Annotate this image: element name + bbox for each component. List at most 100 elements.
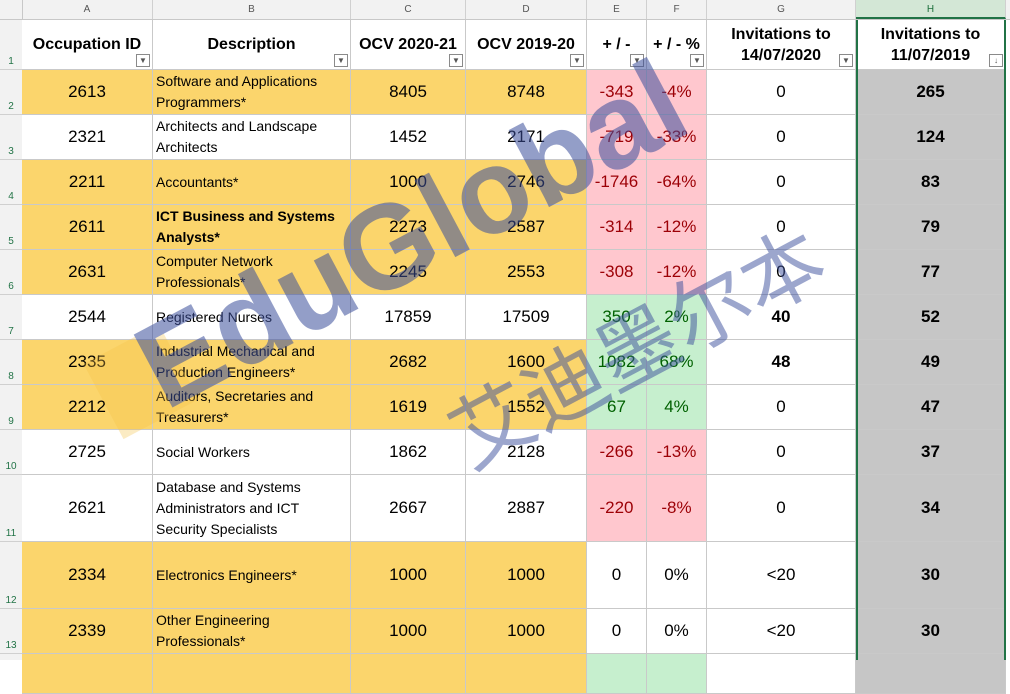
cell-pct[interactable]: -33% <box>647 115 707 160</box>
column-header-a[interactable]: A <box>22 0 153 19</box>
cell-empty[interactable] <box>707 654 856 694</box>
cell-inv2020[interactable]: 0 <box>707 430 856 475</box>
header-diff-pct[interactable]: + / - % ▼ <box>647 20 707 70</box>
cell-inv2019[interactable]: 265 <box>856 70 1006 115</box>
cell-pct[interactable]: -12% <box>647 250 707 295</box>
cell-empty[interactable] <box>351 654 466 694</box>
cell-ocv2020[interactable]: 1000 <box>351 160 466 205</box>
row-number[interactable]: 9 <box>0 385 22 430</box>
cell-empty[interactable] <box>466 654 587 694</box>
cell-desc[interactable]: Social Workers <box>153 430 351 475</box>
cell-ocv2019[interactable]: 1600 <box>466 340 587 385</box>
row-number[interactable]: 4 <box>0 160 22 205</box>
cell-inv2020[interactable]: <20 <box>707 542 856 609</box>
cell-pct[interactable]: -8% <box>647 475 707 542</box>
cell-pct[interactable]: 0% <box>647 609 707 654</box>
cell-inv2019[interactable]: 79 <box>856 205 1006 250</box>
filter-dropdown-icon[interactable]: ▼ <box>570 54 584 67</box>
cell-diff[interactable]: 1082 <box>587 340 647 385</box>
cell-ocv2020[interactable]: 2682 <box>351 340 466 385</box>
row-number[interactable]: 7 <box>0 295 22 340</box>
select-all-corner[interactable] <box>0 0 23 19</box>
filter-dropdown-icon[interactable]: ▼ <box>630 54 644 67</box>
cell-id[interactable]: 2611 <box>22 205 153 250</box>
column-header-c[interactable]: C <box>351 0 466 19</box>
row-number[interactable]: 8 <box>0 340 22 385</box>
cell-id[interactable]: 2321 <box>22 115 153 160</box>
cell-diff[interactable]: 0 <box>587 609 647 654</box>
column-header-g[interactable]: G <box>707 0 856 19</box>
row-number[interactable]: 12 <box>0 542 22 609</box>
column-header-e[interactable]: E <box>587 0 647 19</box>
header-occupation-id[interactable]: Occupation ID ▼ <box>22 20 153 70</box>
cell-inv2019[interactable]: 124 <box>856 115 1006 160</box>
cell-pct[interactable]: 68% <box>647 340 707 385</box>
cell-empty[interactable] <box>153 654 351 694</box>
cell-empty[interactable] <box>856 654 1006 694</box>
cell-pct[interactable]: 0% <box>647 542 707 609</box>
cell-ocv2019[interactable]: 1000 <box>466 609 587 654</box>
sort-descending-icon[interactable]: ↓ <box>989 54 1003 67</box>
cell-id[interactable]: 2335 <box>22 340 153 385</box>
cell-desc[interactable]: Software and Applications Programmers* <box>153 70 351 115</box>
cell-ocv2020[interactable]: 1452 <box>351 115 466 160</box>
cell-id[interactable]: 2212 <box>22 385 153 430</box>
header-description[interactable]: Description ▼ <box>153 20 351 70</box>
cell-ocv2020[interactable]: 8405 <box>351 70 466 115</box>
row-number[interactable]: 2 <box>0 70 22 115</box>
cell-id[interactable]: 2211 <box>22 160 153 205</box>
row-number[interactable]: 1 <box>0 20 22 70</box>
row-number[interactable]: 13 <box>0 609 22 654</box>
cell-inv2020[interactable]: 0 <box>707 250 856 295</box>
cell-ocv2020[interactable]: 17859 <box>351 295 466 340</box>
cell-diff[interactable]: -314 <box>587 205 647 250</box>
cell-id[interactable]: 2544 <box>22 295 153 340</box>
cell-diff[interactable]: -1746 <box>587 160 647 205</box>
cell-desc[interactable]: Architects and Landscape Architects <box>153 115 351 160</box>
cell-inv2019[interactable]: 30 <box>856 609 1006 654</box>
cell-empty[interactable] <box>587 654 647 694</box>
cell-inv2019[interactable]: 34 <box>856 475 1006 542</box>
cell-desc[interactable]: Other Engineering Professionals* <box>153 609 351 654</box>
cell-ocv2020[interactable]: 1619 <box>351 385 466 430</box>
cell-id[interactable]: 2725 <box>22 430 153 475</box>
column-header-f[interactable]: F <box>647 0 707 19</box>
cell-id[interactable]: 2621 <box>22 475 153 542</box>
cell-ocv2019[interactable]: 1000 <box>466 542 587 609</box>
cell-inv2020[interactable]: <20 <box>707 609 856 654</box>
cell-diff[interactable]: -719 <box>587 115 647 160</box>
cell-inv2019[interactable]: 49 <box>856 340 1006 385</box>
header-invitations-2019[interactable]: Invitations to 11/07/2019 ↓ <box>856 20 1006 70</box>
cell-diff[interactable]: -343 <box>587 70 647 115</box>
cell-desc[interactable]: Auditors, Secretaries and Treasurers* <box>153 385 351 430</box>
cell-diff[interactable]: -308 <box>587 250 647 295</box>
cell-ocv2020[interactable]: 1000 <box>351 609 466 654</box>
cell-inv2020[interactable]: 0 <box>707 475 856 542</box>
cell-ocv2019[interactable]: 2887 <box>466 475 587 542</box>
cell-inv2019[interactable]: 47 <box>856 385 1006 430</box>
cell-pct[interactable]: -64% <box>647 160 707 205</box>
cell-inv2020[interactable]: 0 <box>707 160 856 205</box>
cell-ocv2020[interactable]: 2273 <box>351 205 466 250</box>
cell-ocv2020[interactable]: 2245 <box>351 250 466 295</box>
cell-diff[interactable]: 350 <box>587 295 647 340</box>
row-number[interactable]: 11 <box>0 475 22 542</box>
cell-diff[interactable]: -220 <box>587 475 647 542</box>
cell-inv2020[interactable]: 40 <box>707 295 856 340</box>
cell-pct[interactable]: -12% <box>647 205 707 250</box>
cell-diff[interactable]: 0 <box>587 542 647 609</box>
cell-ocv2020[interactable]: 2667 <box>351 475 466 542</box>
cell-id[interactable]: 2334 <box>22 542 153 609</box>
header-ocv-2019[interactable]: OCV 2019-20 ▼ <box>466 20 587 70</box>
cell-desc[interactable]: ICT Business and Systems Analysts* <box>153 205 351 250</box>
cell-ocv2019[interactable]: 2171 <box>466 115 587 160</box>
cell-ocv2020[interactable]: 1000 <box>351 542 466 609</box>
header-invitations-2020[interactable]: Invitations to 14/07/2020 ▼ <box>707 20 856 70</box>
cell-inv2019[interactable]: 37 <box>856 430 1006 475</box>
cell-inv2020[interactable]: 0 <box>707 205 856 250</box>
cell-pct[interactable]: 2% <box>647 295 707 340</box>
cell-inv2020[interactable]: 48 <box>707 340 856 385</box>
filter-dropdown-icon[interactable]: ▼ <box>449 54 463 67</box>
cell-diff[interactable]: 67 <box>587 385 647 430</box>
cell-empty[interactable] <box>22 654 153 694</box>
